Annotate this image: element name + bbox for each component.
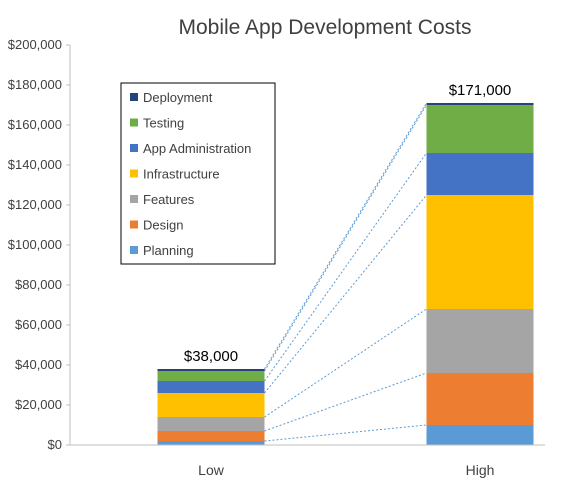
legend-swatch	[130, 220, 138, 229]
bar-segment	[157, 431, 265, 441]
y-tick-label: $80,000	[15, 277, 62, 292]
y-tick-label: $140,000	[8, 157, 62, 172]
bar-segment	[426, 103, 534, 105]
legend-swatch	[130, 144, 138, 152]
x-tick-label: Low	[198, 462, 225, 478]
legend-swatch	[130, 93, 138, 101]
bar-segment	[157, 371, 265, 381]
bar-segment	[157, 417, 265, 431]
y-tick-label: $200,000	[8, 37, 62, 52]
legend-label: App Administration	[143, 141, 251, 156]
bar-segment	[426, 105, 534, 153]
legend-swatch	[130, 118, 138, 127]
x-axis: Low High	[70, 444, 545, 478]
connector-line	[264, 102, 427, 370]
y-tick-label: $60,000	[15, 317, 62, 332]
connector-line	[264, 424, 427, 442]
bars	[157, 103, 534, 445]
connector-line	[264, 308, 427, 418]
bar-segment	[426, 373, 534, 425]
bar-segment	[157, 369, 265, 371]
bar-segment	[426, 309, 534, 373]
bar-segment	[426, 153, 534, 195]
legend-swatch	[130, 169, 138, 178]
legend-label: Features	[143, 192, 195, 207]
bar-segment	[426, 425, 534, 445]
legend: Deployment Testing App Administration Infra…	[120, 82, 276, 265]
bar-segment	[157, 441, 265, 445]
total-label: $38,000	[184, 348, 238, 365]
legend-label: Testing	[143, 116, 184, 131]
connector-line	[264, 152, 427, 382]
legend-box	[120, 82, 276, 265]
legend-swatch	[130, 246, 138, 254]
y-tick-label: $160,000	[8, 117, 62, 132]
bar-segment	[157, 393, 265, 417]
y-tick-label: $40,000	[15, 357, 62, 372]
connector-line	[264, 194, 427, 394]
y-tick-label: $180,000	[8, 77, 62, 92]
legend-label: Design	[143, 218, 183, 233]
legend-label: Planning	[143, 243, 194, 258]
bar-segment	[157, 381, 265, 393]
total-labels: $38,000 $171,000	[184, 82, 511, 365]
legend-label: Infrastructure	[143, 167, 220, 182]
y-tick-label: $100,000	[8, 237, 62, 252]
bar-segment	[426, 195, 534, 309]
connector-lines	[264, 102, 427, 442]
x-tick-label: High	[466, 462, 495, 478]
chart-title: Mobile App Development Costs	[179, 16, 472, 39]
y-tick-label: $20,000	[15, 397, 62, 412]
y-tick-label: $120,000	[8, 197, 62, 212]
total-label: $171,000	[449, 82, 512, 99]
y-axis: $0 $20,000 $40,000 $60,000 $80,000 $100,000 $1…	[8, 37, 71, 452]
legend-label: Deployment	[143, 90, 213, 105]
y-tick-label: $0	[48, 437, 62, 452]
connector-line	[264, 372, 427, 432]
legend-swatch	[130, 195, 138, 203]
connector-line	[264, 104, 427, 372]
